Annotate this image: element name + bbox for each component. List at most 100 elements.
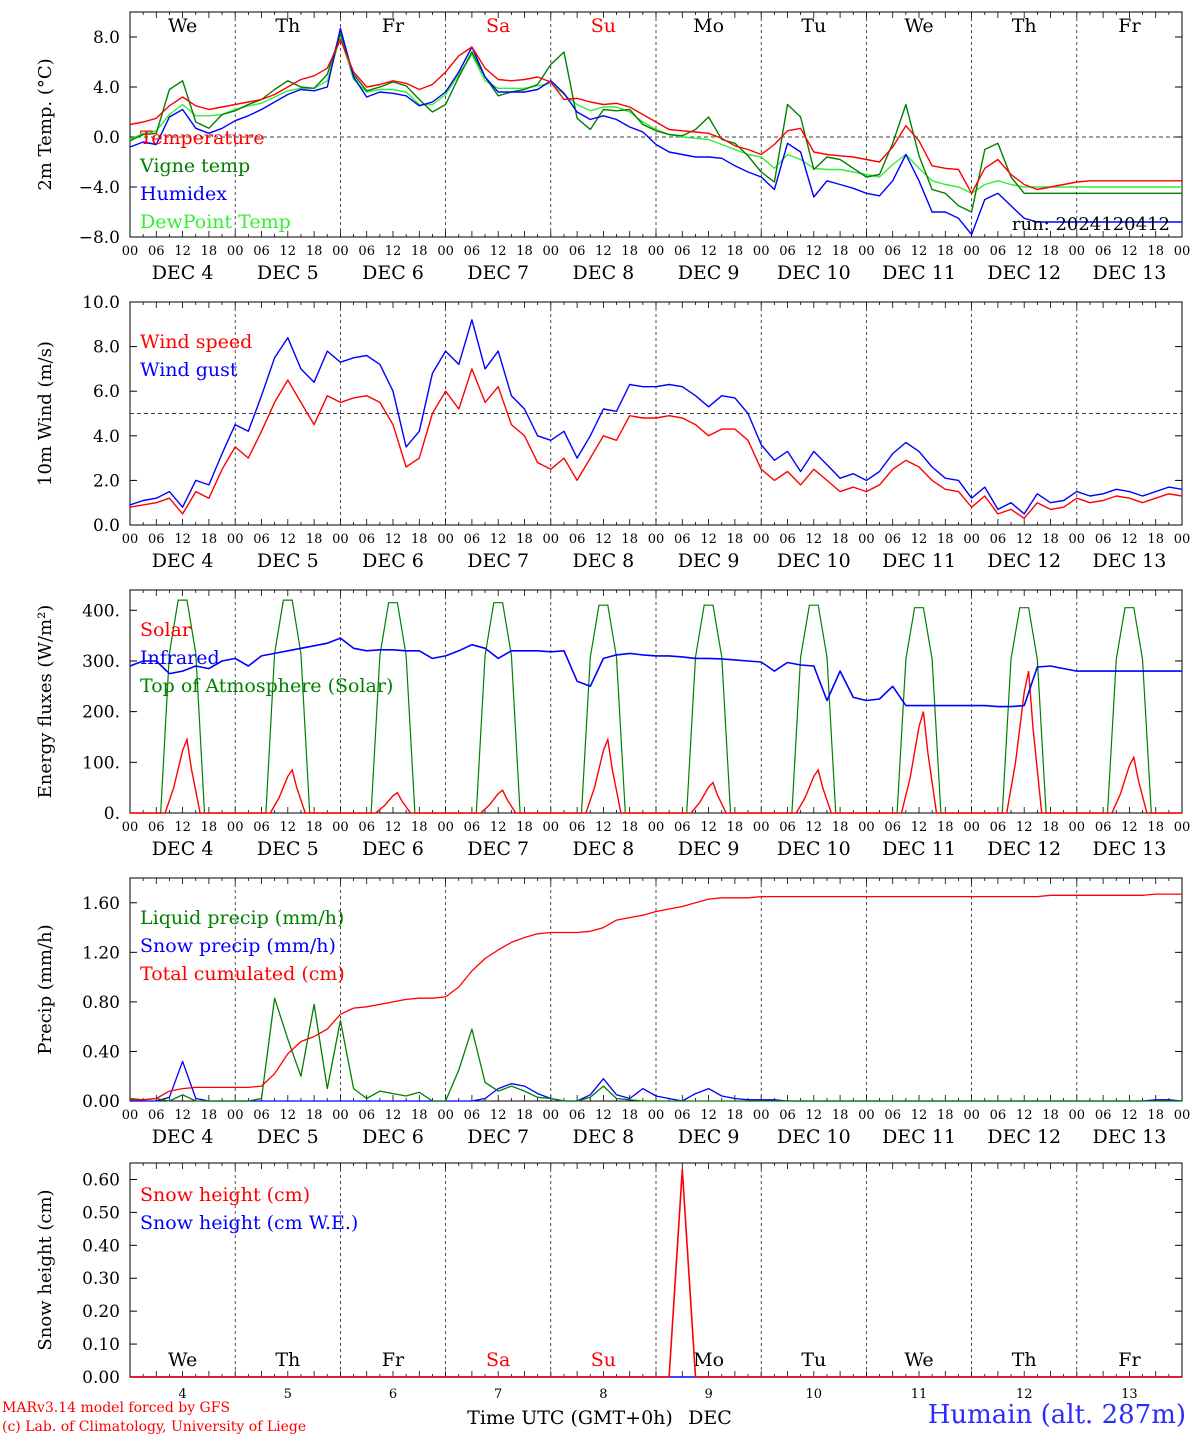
hour-tick-label: 12: [490, 1108, 507, 1123]
hour-tick-label: 06: [884, 1108, 901, 1123]
hour-tick-label: 00: [543, 244, 560, 259]
run-label: run: 2024120412: [1012, 214, 1170, 235]
hour-tick-label: 06: [464, 532, 481, 547]
date-label: DEC 4: [152, 550, 214, 572]
lab-credit: (c) Lab. of Climatology, University of L…: [2, 1419, 307, 1435]
y-tick-label: 0.40: [82, 1236, 120, 1256]
hour-tick-label: 12: [911, 1108, 928, 1123]
hour-tick-label: 12: [595, 244, 612, 259]
hour-tick-label: 12: [385, 1108, 402, 1123]
hour-tick-label: 00: [648, 244, 665, 259]
legend-entry: Wind gust: [140, 359, 238, 381]
weekday-label: Mo: [693, 15, 724, 37]
solar-line: [130, 670, 1182, 814]
y-tick-label: 300.: [82, 652, 120, 672]
weekday-label: Sa: [486, 1349, 510, 1371]
hour-tick-label: 12: [806, 532, 823, 547]
hour-tick-label: 12: [806, 1108, 823, 1123]
series-line: [129, 38, 1182, 195]
hour-tick-label: 00: [122, 532, 139, 547]
hour-tick-label: 18: [1042, 244, 1059, 259]
legend-entry: Snow height (cm): [140, 1184, 310, 1206]
weekday-label: We: [904, 15, 933, 37]
hour-tick-label: 06: [569, 244, 586, 259]
station-name: Humain (alt. 287m): [927, 1400, 1186, 1430]
hour-tick-label: 12: [1121, 244, 1138, 259]
hour-tick-label: 06: [674, 1108, 691, 1123]
hour-tick-label: 12: [174, 244, 191, 259]
hour-tick-label: 06: [253, 820, 270, 835]
hour-tick-label: 12: [385, 820, 402, 835]
legend-entry: Infrared: [140, 647, 220, 669]
hour-tick-label: 06: [464, 1108, 481, 1123]
hour-tick-label: 12: [1121, 820, 1138, 835]
hour-tick-label: 00: [963, 820, 980, 835]
y-tick-label: 4.0: [93, 427, 120, 447]
hour-tick-label: 00: [753, 244, 770, 259]
hour-tick-label: 00: [858, 244, 875, 259]
hour-tick-label: 06: [674, 244, 691, 259]
hour-tick-label: 18: [937, 820, 954, 835]
date-label: DEC 13: [1092, 262, 1166, 284]
date-label: DEC 9: [678, 838, 740, 860]
hour-tick-label: 00: [332, 1108, 349, 1123]
hour-tick-label: 00: [753, 1108, 770, 1123]
hour-tick-label: 00: [122, 820, 139, 835]
panel-5: 0.60 0.50 0.40 0.30 0.20 0.10 0.00 Snow height …: [35, 1162, 1183, 1402]
date-label: DEC 5: [257, 262, 319, 284]
weekday-label: Fr: [1118, 1349, 1141, 1371]
hour-tick-label: 12: [490, 244, 507, 259]
y-tick-label: 0.0: [93, 516, 120, 536]
date-label: DEC 6: [362, 550, 424, 572]
date-label: DEC 7: [467, 262, 529, 284]
hour-tick-label: 12: [490, 532, 507, 547]
series-line: [129, 27, 1182, 236]
date-label: DEC 9: [678, 550, 740, 572]
hour-tick-label: 00: [963, 1108, 980, 1123]
weekday-label: Th: [1012, 1349, 1037, 1371]
hour-tick-label: 18: [727, 532, 744, 547]
hour-tick-label: 06: [253, 244, 270, 259]
date-label: DEC 7: [467, 838, 529, 860]
series-line: [129, 32, 1182, 213]
y-tick-label: 0.80: [82, 993, 120, 1013]
weekday-label: Tu: [801, 1349, 826, 1371]
hour-tick-label: 18: [621, 244, 638, 259]
hour-tick-label: 18: [727, 1108, 744, 1123]
hour-tick-label: 00: [1174, 532, 1191, 547]
hour-tick-label: 18: [201, 244, 218, 259]
hour-tick-label: 18: [1042, 532, 1059, 547]
hour-tick-label: 00: [437, 244, 454, 259]
hour-tick-label: 06: [779, 532, 796, 547]
date-label: DEC 13: [1092, 1126, 1166, 1148]
infrared-line: [129, 637, 1182, 708]
weekday-label: Th: [1012, 15, 1037, 37]
weekday-label: Fr: [1118, 15, 1141, 37]
hour-tick-label: 18: [306, 820, 323, 835]
weekday-label: We: [168, 1349, 197, 1371]
date-label: DEC 11: [882, 550, 956, 572]
hour-tick-label: 06: [569, 1108, 586, 1123]
y-tick-label: 6.0: [93, 382, 120, 402]
hour-tick-label: 00: [858, 1108, 875, 1123]
weekday-label: Su: [591, 15, 616, 37]
hour-tick-label: 00: [963, 532, 980, 547]
hour-tick-label: 06: [779, 244, 796, 259]
day-number-label: 6: [389, 1387, 397, 1402]
hour-tick-label: 18: [411, 532, 428, 547]
date-label: DEC 6: [362, 838, 424, 860]
series-line: [130, 1168, 1182, 1378]
hour-tick-label: 18: [937, 244, 954, 259]
hour-tick-label: 12: [1121, 1108, 1138, 1123]
hour-tick-label: 18: [937, 1108, 954, 1123]
weekday-label: Fr: [382, 15, 405, 37]
model-credit: MARv3.14 model forced by GFS: [2, 1400, 231, 1416]
panel-2: 10.0 8.0 6.0 4.0 2.0 0.0 10m Wind (m/s) 00 06 12 1…: [35, 293, 1190, 572]
hour-tick-label: 18: [516, 532, 533, 547]
hour-tick-label: 00: [1069, 532, 1086, 547]
y-tick-label: −4.0: [79, 178, 120, 198]
hour-tick-label: 06: [1095, 532, 1112, 547]
day-number-label: 9: [704, 1387, 712, 1402]
hour-tick-label: 18: [201, 532, 218, 547]
date-label: DEC 5: [257, 1126, 319, 1148]
